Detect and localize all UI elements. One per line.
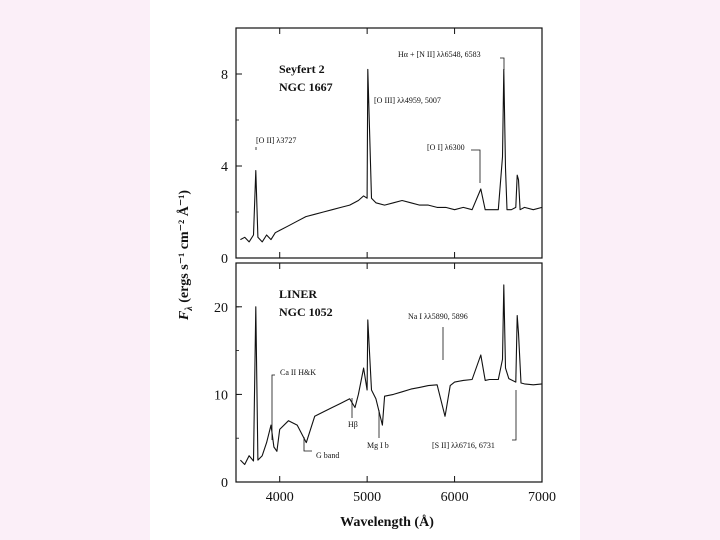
y-tick-label: 4 <box>221 160 228 175</box>
spectrum-line <box>240 284 543 466</box>
y-tick-label: 0 <box>221 476 228 491</box>
annotation-label: [O I] λ6300 <box>427 143 465 152</box>
panel-title: Seyfert 2 <box>279 62 325 76</box>
annotation-label: [S II] λλ6716, 6731 <box>432 441 495 450</box>
y-label-symbol: F <box>177 310 192 321</box>
x-axis: 4000 5000 6000 7000 <box>266 490 556 505</box>
y-axis-label-text: Fλ (ergs s⁻¹ cm⁻² Å⁻¹) <box>176 190 195 322</box>
x-axis-label: Wavelength (Å) <box>340 514 434 530</box>
annotation-label: Mg I b <box>367 441 389 450</box>
x-tick-label: 5000 <box>353 490 381 505</box>
annotation-leader <box>471 149 481 183</box>
panel-title: NGC 1667 <box>279 80 333 94</box>
y-axis-label: Fλ (ergs s⁻¹ cm⁻² Å⁻¹) <box>176 190 195 322</box>
y-tick-label: 20 <box>214 301 228 316</box>
panel-seyfert2: 0 4 8 Seyfert 2 NGC 1667 [O II] λ3727 [O III] … <box>221 27 543 267</box>
annotation-label: G band <box>316 451 339 460</box>
panel-liner: 0 10 20 LINER NGC 1052 Ca II H&K Hβ Mg I b Na I … <box>214 262 543 491</box>
panel-frame <box>235 27 543 259</box>
x-tick-label: 4000 <box>266 490 294 505</box>
annotation-label: Ca II H&K <box>280 368 316 377</box>
annotation-leader <box>271 374 275 440</box>
annotation-label: [O III] λλ4959, 5007 <box>374 96 441 105</box>
annotation-leader <box>303 437 312 452</box>
x-tick-label: 6000 <box>441 490 469 505</box>
annotation-label: [O II] λ3727 <box>256 136 296 145</box>
y-label-units: (ergs s⁻¹ cm⁻² Å⁻¹) <box>176 190 192 307</box>
spectrum-line <box>240 68 543 243</box>
annotation-label: Hβ <box>348 420 358 429</box>
panel-title: NGC 1052 <box>279 305 333 319</box>
panel-title: LINER <box>279 287 317 301</box>
annotation-label: Hα + [N II] λλ6548, 6583 <box>398 50 481 59</box>
annotation-leader <box>500 57 505 70</box>
figure-area <box>150 0 580 540</box>
annotation-leader <box>512 390 517 441</box>
annotation-label: Na I λλ5890, 5896 <box>408 312 468 321</box>
y-label-subscript: λ <box>184 306 195 312</box>
panel-frame <box>235 262 543 483</box>
y-tick-label: 8 <box>221 68 228 83</box>
x-tick-label: 7000 <box>528 490 556 505</box>
y-tick-label: 10 <box>214 388 228 403</box>
y-tick-label: 0 <box>221 252 228 267</box>
